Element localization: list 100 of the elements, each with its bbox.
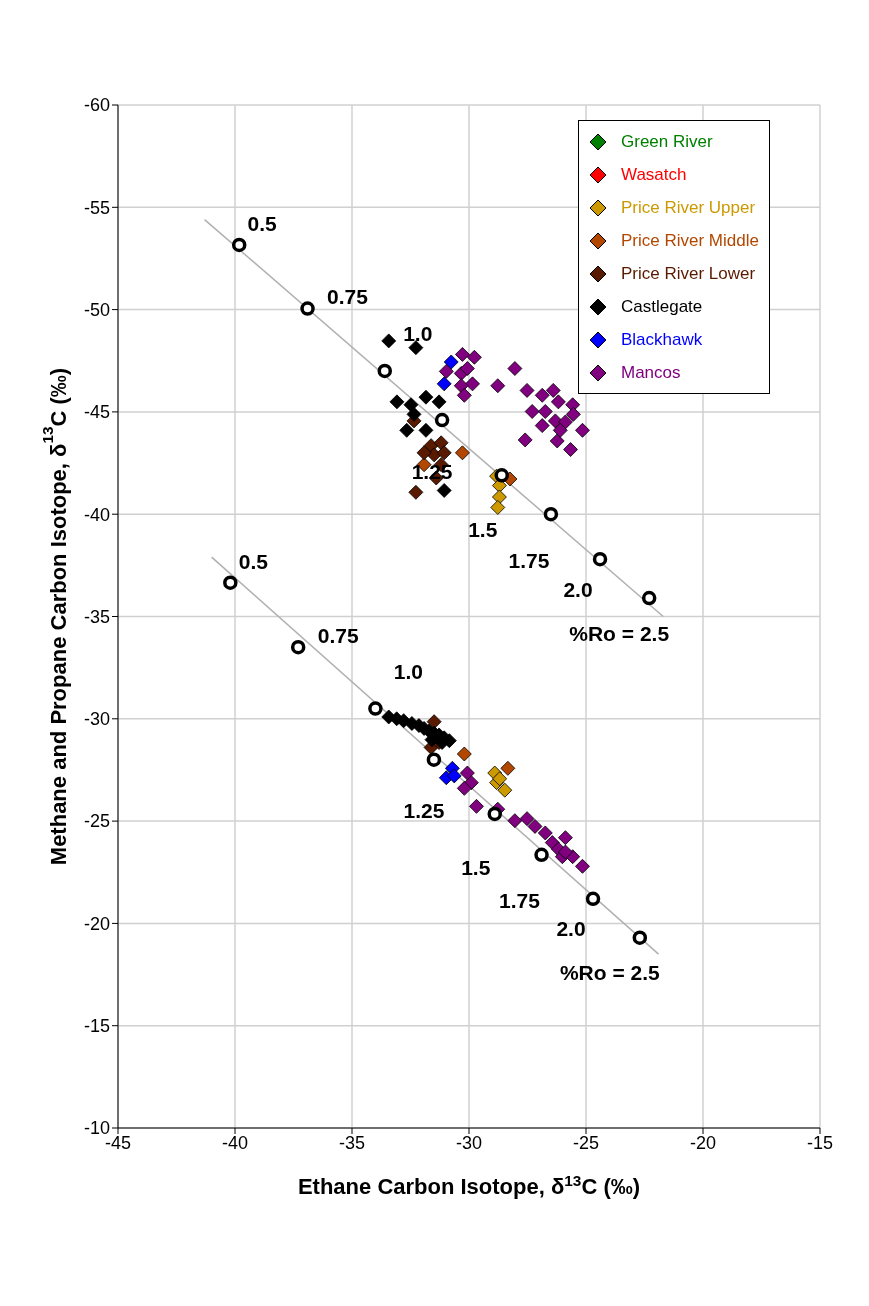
- point: [403, 397, 419, 413]
- point: [456, 387, 472, 403]
- point: [550, 394, 566, 410]
- point: [549, 433, 565, 449]
- point: [399, 422, 415, 438]
- point: [408, 340, 424, 356]
- point: [434, 412, 450, 428]
- point: [497, 782, 513, 798]
- annotation: 0.5: [247, 212, 278, 236]
- annotation: 1.25: [403, 799, 445, 823]
- point: [500, 760, 516, 776]
- point: [494, 468, 510, 483]
- point: [487, 806, 502, 822]
- point: [459, 765, 475, 781]
- point: [519, 383, 535, 398]
- point: [456, 746, 472, 762]
- point: [524, 404, 540, 419]
- annotation: 0.75: [317, 623, 359, 647]
- point: [377, 363, 393, 379]
- point: [507, 361, 523, 376]
- point: [507, 813, 523, 829]
- legend-label: Green River: [621, 131, 713, 151]
- legend-label: Wasatch: [621, 164, 687, 184]
- annotation: 1.5: [468, 517, 498, 541]
- x-tick-label: -35: [338, 1132, 366, 1153]
- annotation: 0.75: [327, 285, 369, 309]
- point: [436, 376, 452, 392]
- point: [519, 811, 535, 827]
- point: [433, 435, 449, 451]
- legend-label: Price River Upper: [621, 197, 756, 217]
- point: [418, 389, 434, 405]
- y-tick-label: -15: [83, 1016, 110, 1037]
- point: [575, 858, 590, 874]
- x-tick-label: -40: [221, 1132, 249, 1153]
- point: [563, 442, 578, 457]
- point: [426, 714, 442, 730]
- y-tick-label: -30: [83, 709, 110, 730]
- point: [231, 237, 247, 253]
- annotation: 1.0: [393, 660, 423, 684]
- point: [575, 422, 590, 438]
- point: [456, 780, 472, 796]
- point: [552, 422, 568, 438]
- annotation: 1.75: [508, 548, 550, 572]
- point: [558, 830, 573, 846]
- point: [465, 376, 480, 392]
- legend-label: Price River Lower: [621, 263, 756, 283]
- annotation: %Ro = 2.5: [569, 621, 670, 645]
- x-axis-title: Ethane Carbon Isotope, δ$^{13}$C (‰): [297, 1171, 641, 1199]
- annotation: 2.0: [563, 577, 593, 601]
- x-tick-label: -25: [572, 1132, 600, 1153]
- point: [534, 387, 550, 403]
- point: [389, 394, 405, 410]
- point: [459, 361, 475, 376]
- y-tick-label: -60: [83, 95, 110, 116]
- point: [534, 418, 550, 434]
- x-tick-label: -30: [455, 1132, 483, 1153]
- legend-label: Castlegate: [621, 296, 703, 316]
- point: [537, 404, 553, 419]
- point: [408, 484, 424, 500]
- point: [416, 445, 432, 461]
- point: [585, 891, 601, 907]
- point: [431, 394, 447, 410]
- annotation: 2.0: [556, 917, 586, 941]
- point: [543, 506, 559, 522]
- point: [492, 771, 508, 787]
- y-tick-label: -50: [83, 299, 110, 320]
- point: [537, 825, 553, 841]
- y-tick-label: -55: [83, 197, 110, 218]
- point: [381, 333, 397, 349]
- point: [527, 819, 543, 834]
- point: [453, 378, 469, 394]
- point: [545, 383, 561, 398]
- y-tick-label: -25: [83, 811, 110, 832]
- point: [368, 701, 383, 716]
- annotation: 1.0: [403, 322, 433, 346]
- point: [565, 406, 581, 422]
- x-tick-label: -20: [689, 1132, 717, 1153]
- annotation: %Ro = 2.5: [559, 961, 661, 985]
- legend-label: Blackhawk: [621, 329, 703, 349]
- point: [490, 500, 506, 515]
- point: [455, 347, 470, 362]
- point: [558, 844, 573, 860]
- point: [592, 551, 608, 567]
- y-tick-label: -40: [83, 504, 110, 525]
- legend-label: Price River Middle: [621, 230, 759, 250]
- point: [641, 590, 657, 606]
- legend-label: Mancos: [621, 362, 681, 382]
- point: [438, 363, 454, 379]
- point: [300, 301, 315, 316]
- point: [466, 349, 482, 365]
- point: [418, 422, 434, 438]
- point: [469, 798, 484, 814]
- x-tick-label: -15: [806, 1132, 834, 1153]
- point: [426, 752, 442, 767]
- y-tick-label: -20: [83, 913, 110, 934]
- point: [290, 639, 306, 655]
- point: [443, 354, 459, 370]
- y-tick-label: -10: [83, 1118, 110, 1139]
- y-tick-label: -45: [83, 402, 110, 423]
- point: [517, 432, 533, 448]
